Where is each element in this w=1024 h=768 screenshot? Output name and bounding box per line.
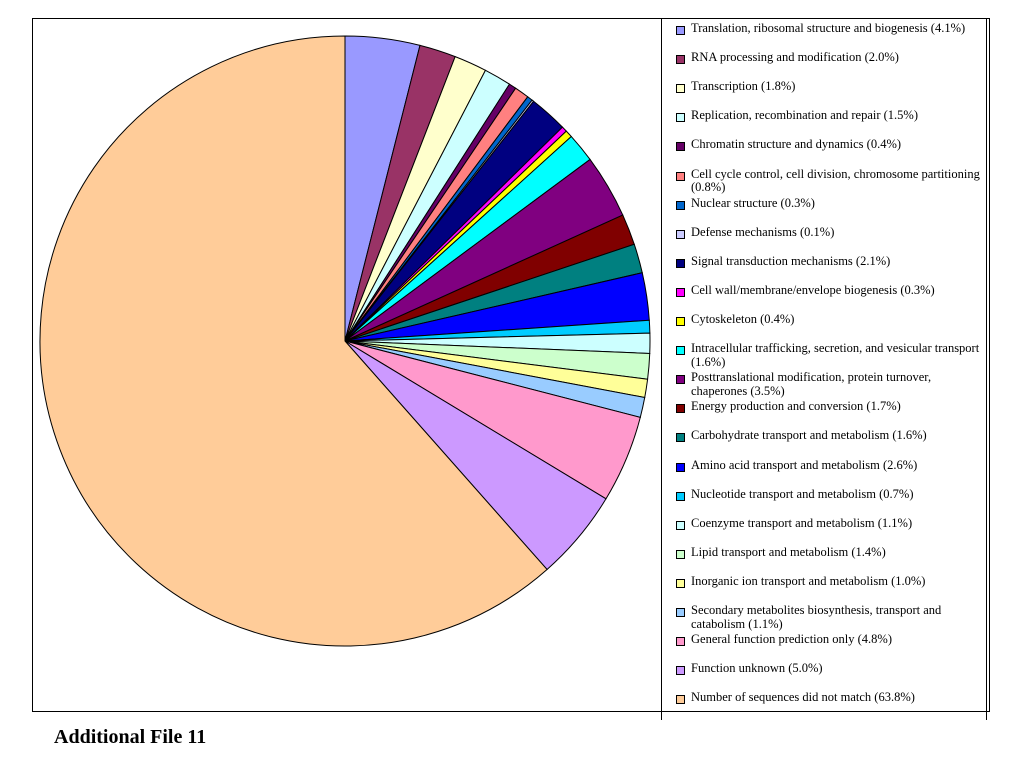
legend-label: Coenzyme transport and metabolism (1.1%) [691,515,913,530]
legend-item: Amino acid transport and metabolism (2.6… [676,457,982,485]
legend-swatch [676,142,685,152]
legend-swatch [676,462,685,472]
legend-swatch [676,200,685,210]
legend-item: Posttranslational modification, protein … [676,370,982,398]
legend-swatch [676,171,685,181]
legend-swatch [676,491,685,501]
legend-swatch [676,346,685,356]
legend-item: Secondary metabolites biosynthesis, tran… [676,603,982,631]
legend-label: Chromatin structure and dynamics (0.4%) [691,137,902,152]
legend-label: General function prediction only (4.8%) [691,632,892,647]
legend-item: RNA processing and modification (2.0%) [676,51,982,77]
legend-item: Translation, ribosomal structure and bio… [676,21,982,48]
legend-item: Replication, recombination and repair (1… [676,109,982,135]
legend-item: Number of sequences did not match (63.8%… [676,691,982,717]
legend-item: Coenzyme transport and metabolism (1.1%) [676,515,982,543]
legend-item: Intracellular trafficking, secretion, an… [676,341,982,369]
pie-slice-23 [39,35,548,647]
legend-label: Inorganic ion transport and metabolism (… [691,573,926,588]
legend-label: Lipid transport and metabolism (1.4%) [691,544,886,559]
legend-item: Cytoskeleton (0.4%) [676,312,982,339]
legend-label: Posttranslational modification, protein … [691,370,932,398]
legend-label: Secondary metabolites biosynthesis, tran… [691,603,942,631]
legend-item: Cell cycle control, cell division, chrom… [676,166,982,194]
legend-swatch [676,549,685,559]
legend-label: Replication, recombination and repair (1… [691,108,919,123]
legend-item: Nuclear structure (0.3%) [676,195,982,223]
legend-label: Cell wall/membrane/envelope biogenesis (… [691,282,935,297]
legend-swatch [676,520,685,530]
legend-item: Signal transduction mechanisms (2.1%) [676,253,982,281]
legend-label: Nuclear structure (0.3%) [691,195,815,210]
legend-label: Function unknown (5.0%) [691,661,823,676]
legend-label: Amino acid transport and metabolism (2.6… [691,457,918,472]
legend-label: Intracellular trafficking, secretion, an… [691,341,980,369]
legend-item: Chromatin structure and dynamics (0.4%) [676,138,982,164]
legend-swatch [676,229,685,239]
legend-swatch [676,433,685,443]
legend-swatch [676,578,685,588]
legend-item: Defense mechanisms (0.1%) [676,224,982,252]
legend-label: Transcription (1.8%) [691,79,796,94]
legend-swatch [676,404,685,414]
legend-label: Carbohydrate transport and metabolism (1… [691,428,927,443]
legend-item: Transcription (1.8%) [676,80,982,106]
legend-swatch [676,375,685,385]
legend-swatch [676,113,685,123]
legend-item: Inorganic ion transport and metabolism (… [676,573,982,601]
legend-label: RNA processing and modification (2.0%) [691,50,899,65]
legend-swatch [676,317,685,326]
pie-chart [39,35,651,647]
legend-item: Lipid transport and metabolism (1.4%) [676,544,982,572]
legend-item: Carbohydrate transport and metabolism (1… [676,429,982,455]
legend-item: General function prediction only (4.8%) [676,633,982,659]
legend-swatch [676,55,685,65]
legend-swatch [676,637,685,647]
legend-label: Energy production and conversion (1.7%) [691,399,901,414]
legend-label: Nucleotide transport and metabolism (0.7… [691,486,914,501]
legend-item: Cell wall/membrane/envelope biogenesis (… [676,282,982,310]
legend-label: Translation, ribosomal structure and bio… [691,21,966,35]
figure-caption: Additional File 11 [54,726,207,748]
legend-item: Nucleotide transport and metabolism (0.7… [676,486,982,514]
legend-label: Number of sequences did not match (63.8%… [691,690,915,705]
legend-label: Signal transduction mechanisms (2.1%) [691,253,891,268]
legend-swatch [676,695,685,705]
legend-item: Function unknown (5.0%) [676,662,982,688]
legend: Translation, ribosomal structure and bio… [661,18,987,720]
legend-swatch [676,258,685,268]
legend-label: Defense mechanisms (0.1%) [691,224,835,239]
legend-swatch [676,608,685,617]
legend-item: Energy production and conversion (1.7%) [676,400,982,426]
legend-swatch [676,666,685,676]
legend-label: Cell cycle control, cell division, chrom… [691,166,980,194]
legend-swatch [676,26,685,35]
chart-frame: Translation, ribosomal structure and bio… [32,18,990,720]
legend-swatch [676,84,685,94]
legend-swatch [676,287,685,297]
legend-label: Cytoskeleton (0.4%) [691,312,795,326]
